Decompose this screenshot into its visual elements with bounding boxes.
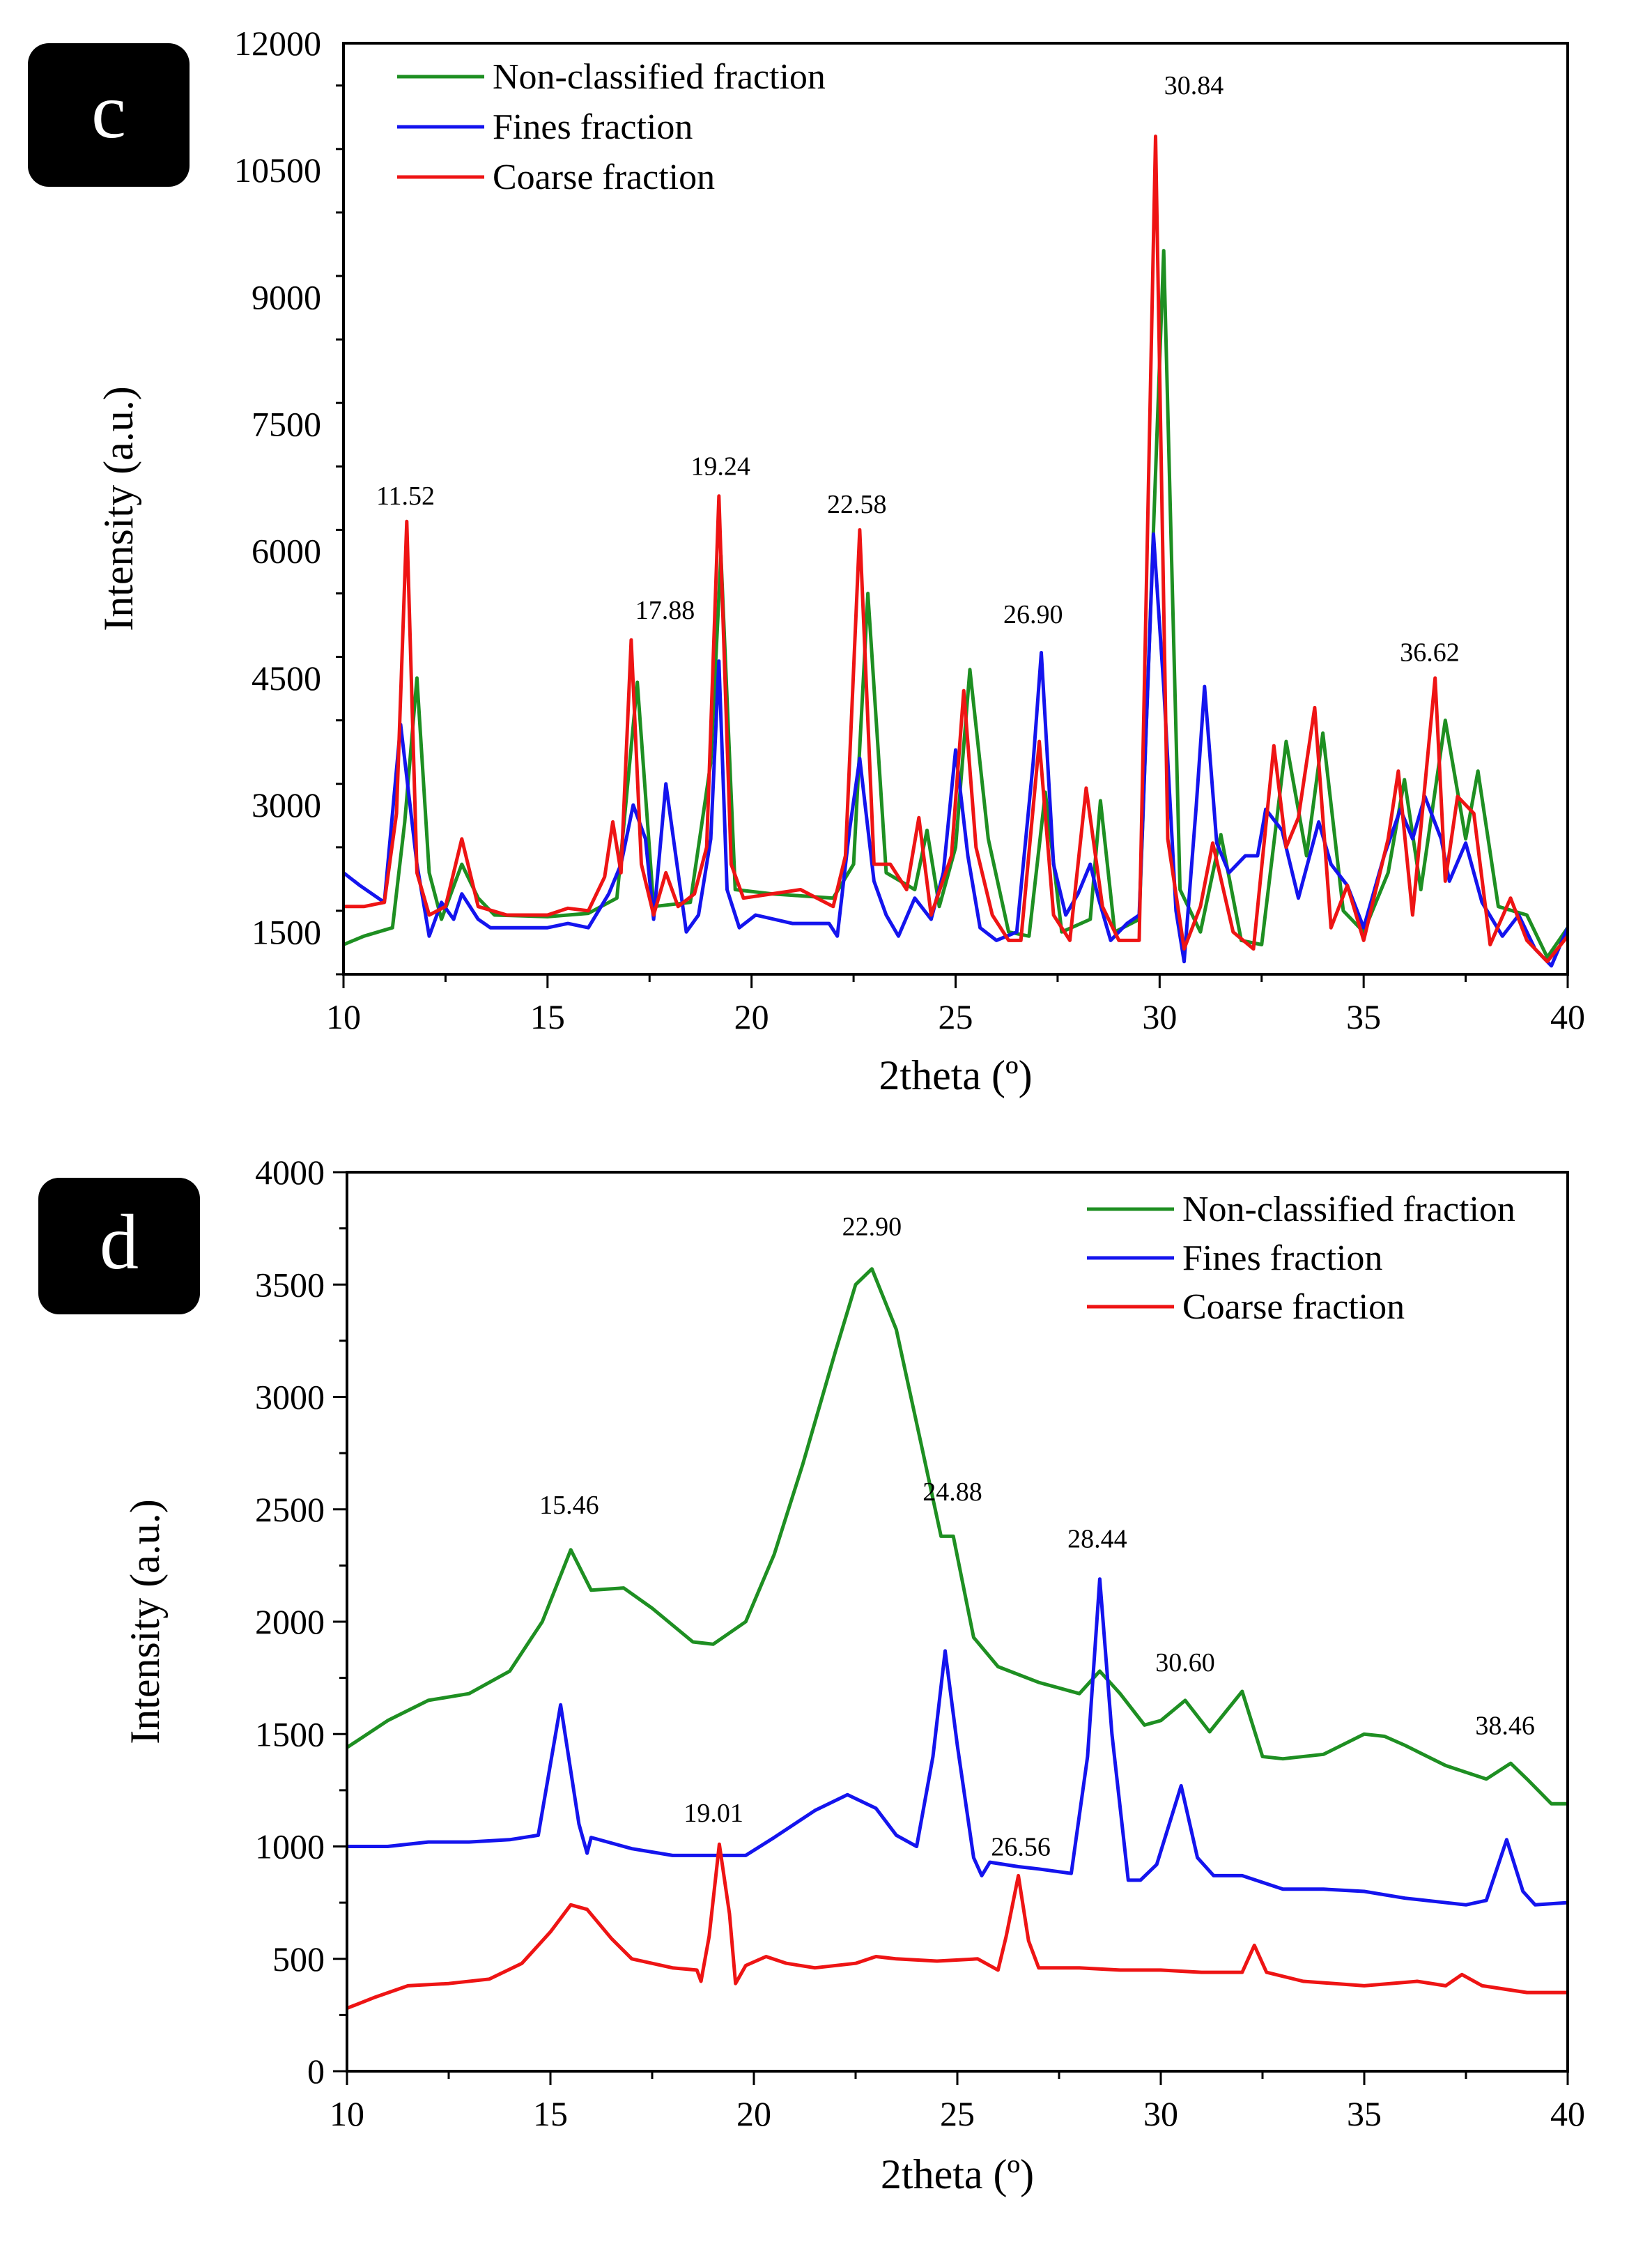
panel-c-y-tick-label: 7500 bbox=[252, 405, 321, 444]
panel-d-peak-label: 30.60 bbox=[1155, 1648, 1215, 1677]
panel-c-x-tick-label: 40 bbox=[1550, 997, 1585, 1036]
panel-c-peak-label: 36.62 bbox=[1400, 638, 1460, 668]
panel-d-x-tick-label: 10 bbox=[330, 2094, 364, 2133]
panel-d-x-tick-label: 40 bbox=[1550, 2094, 1585, 2133]
panel-c-y-tick-label: 4500 bbox=[252, 659, 321, 698]
panel-d-peak-label: 22.90 bbox=[842, 1212, 902, 1241]
panel-d-x-axis-title: 2theta (º) bbox=[881, 2151, 1034, 2197]
panel-c-x-tick-label: 25 bbox=[939, 997, 973, 1036]
panel-d-y-tick-label: 2500 bbox=[255, 1490, 325, 1529]
panel-c-x-tick-label: 20 bbox=[734, 997, 769, 1036]
panel-d-y-tick-label: 3500 bbox=[255, 1265, 325, 1304]
panel-d-y-axis-title: Intensity (a.u.) bbox=[122, 1499, 168, 1744]
panel-c-series-coarse-line bbox=[343, 135, 1568, 964]
panel-d-x-tick-label: 30 bbox=[1143, 2094, 1178, 2133]
panel-d-y-tick-label: 500 bbox=[272, 1939, 325, 1979]
panel-d-peak-label: 38.46 bbox=[1475, 1711, 1535, 1740]
panel-c-x-tick-label: 15 bbox=[530, 997, 565, 1036]
panel-c-y-tick-label: 12000 bbox=[234, 24, 321, 63]
panel-d-peak-label: 28.44 bbox=[1067, 1525, 1127, 1554]
panel-c-peak-label: 17.88 bbox=[635, 596, 695, 625]
panel-d-legend-label-fines: Fines fraction bbox=[1182, 1238, 1382, 1278]
panel-d-series-non-classified-line bbox=[347, 1267, 1568, 1806]
panel-d-badge: d bbox=[38, 1178, 200, 1314]
panel-c-legend-label-coarse: Coarse fraction bbox=[493, 158, 715, 197]
panel-c-badge: c bbox=[28, 43, 190, 187]
chart-panel-d: 10 15 20 25 30 35 40 0 500 1000 1500 2000 2500 3000 35… bbox=[122, 1153, 1585, 2197]
panel-c-x-tick-label: 10 bbox=[326, 997, 361, 1036]
panel-d-series-fines-line bbox=[347, 1577, 1568, 1907]
panel-d-peak-label: 19.01 bbox=[684, 1799, 743, 1828]
panel-c-series-fines-line bbox=[343, 532, 1568, 968]
panel-d-y-tick-label: 4000 bbox=[255, 1153, 325, 1192]
panel-d-x-tick-label: 20 bbox=[736, 2094, 771, 2133]
panel-d-y-tick-label: 2000 bbox=[255, 1602, 325, 1641]
panel-c-y-tick-label: 6000 bbox=[252, 532, 321, 571]
panel-c-y-tick-label: 10500 bbox=[234, 151, 321, 190]
panel-c-x-tick-label: 35 bbox=[1346, 997, 1381, 1036]
chart-panel-c: 10 15 20 25 30 35 40 1500 3000 4500 6000 7500 9000 10… bbox=[95, 24, 1585, 1098]
panel-c-peak-label: 30.84 bbox=[1164, 71, 1224, 100]
panel-c-peak-label: 22.58 bbox=[827, 490, 887, 519]
panel-c-y-tick-label: 9000 bbox=[252, 277, 321, 316]
panel-d-peak-label: 26.56 bbox=[991, 1832, 1051, 1861]
panel-d-legend-label-non-classified: Non-classified fraction bbox=[1182, 1190, 1515, 1229]
panel-d-x-tick-label: 35 bbox=[1347, 2094, 1382, 2133]
panel-c-x-tick-label: 30 bbox=[1142, 997, 1177, 1036]
panel-c-peak-label: 26.90 bbox=[1003, 600, 1063, 629]
panel-d-peak-label: 15.46 bbox=[539, 1491, 599, 1520]
panel-d-y-tick-label: 1000 bbox=[255, 1827, 325, 1866]
panel-d-x-tick-label: 15 bbox=[533, 2094, 568, 2133]
panel-d-x-tick-label: 25 bbox=[940, 2094, 975, 2133]
panel-d-y-tick-label: 0 bbox=[307, 2052, 325, 2091]
panel-d-series-coarse-line bbox=[347, 1842, 1568, 2011]
panel-d-y-tick-label: 1500 bbox=[255, 1714, 325, 1753]
panel-c-legend-label-non-classified: Non-classified fraction bbox=[493, 57, 826, 97]
panel-c-x-axis-title: 2theta (º) bbox=[879, 1052, 1032, 1098]
panel-c-legend-label-fines: Fines fraction bbox=[493, 107, 693, 147]
panel-d-peak-label: 24.88 bbox=[923, 1477, 982, 1507]
panel-d-y-tick-label: 3000 bbox=[255, 1378, 325, 1417]
panel-c-peak-label: 11.52 bbox=[376, 482, 435, 511]
panel-c-peak-label: 19.24 bbox=[690, 452, 750, 481]
panel-c-y-tick-label: 1500 bbox=[252, 912, 321, 951]
panel-d-legend-label-coarse: Coarse fraction bbox=[1182, 1287, 1405, 1327]
panel-c-y-tick-label: 3000 bbox=[252, 785, 321, 824]
panel-c-y-axis-title: Intensity (a.u.) bbox=[95, 386, 141, 631]
